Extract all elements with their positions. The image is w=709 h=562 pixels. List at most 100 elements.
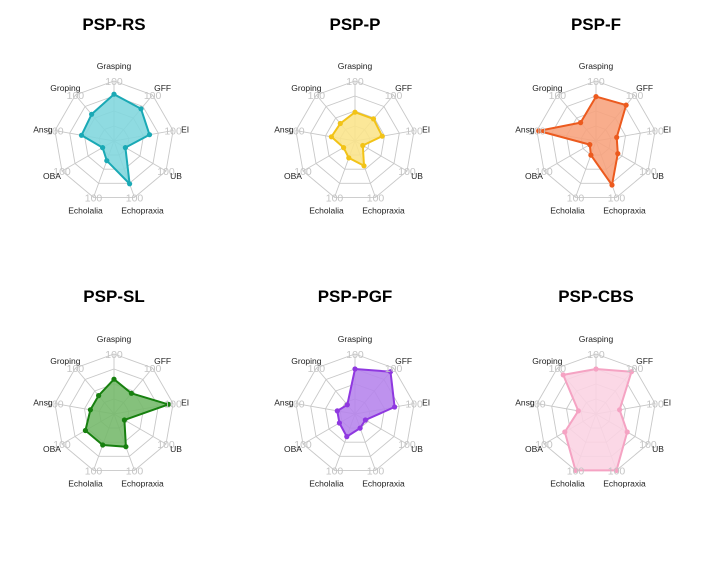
tick-label: 100 (287, 126, 305, 138)
grid-ring (325, 110, 385, 170)
data-point (128, 390, 134, 396)
tick-label: 100 (144, 90, 162, 102)
tick-label: 100 (639, 439, 657, 451)
series-polygon (336, 368, 396, 438)
data-point (609, 182, 615, 188)
data-point (578, 120, 584, 126)
grid-ring (536, 80, 656, 198)
data-point (361, 163, 367, 169)
data-point (111, 91, 117, 97)
grid-ring (295, 80, 415, 198)
data-point (352, 109, 358, 115)
axis-label: OBA (43, 171, 61, 181)
axis-label: GFF (154, 356, 171, 366)
axis-label: Ansg (274, 398, 294, 408)
axis-label: GFF (154, 83, 171, 93)
data-point (121, 417, 127, 423)
axis-label: Ansg (33, 398, 53, 408)
axis-label: Grasping (97, 334, 132, 344)
axis-label: Echopraxia (362, 478, 405, 488)
tick-label: 100 (67, 363, 85, 375)
tick-label: 100 (646, 399, 664, 411)
axis-label: UB (170, 171, 182, 181)
axis-label: OBA (284, 444, 302, 454)
tick-label: 100 (549, 90, 567, 102)
data-point (357, 425, 363, 431)
data-point (572, 467, 579, 473)
data-point (104, 158, 110, 164)
data-point (560, 372, 566, 378)
axis-label: Grasping (97, 61, 132, 71)
tick-label: 100 (308, 90, 326, 102)
tick-label: 100 (126, 465, 144, 477)
tick-label: 100 (287, 399, 305, 411)
tick-label: 100 (385, 363, 403, 375)
radar-panel-psp-p: PSP-P 100 100 100 100 100 100 100 100 100 Grasping… (274, 15, 430, 215)
tick-label: 100 (608, 192, 626, 204)
data-point (575, 408, 581, 414)
axis-label: Echolalia (309, 478, 344, 488)
data-point (346, 155, 352, 161)
series-polygon (562, 368, 633, 472)
tick-label: 100 (164, 126, 182, 138)
data-point (122, 145, 128, 151)
grid-ring (69, 95, 159, 184)
tick-label: 100 (157, 439, 175, 451)
grid-ring (551, 95, 641, 184)
tick-label: 100 (367, 465, 385, 477)
axis-label: Echolalia (550, 478, 585, 488)
data-point (146, 132, 153, 138)
tick-label: 100 (53, 166, 71, 178)
data-point (624, 429, 630, 435)
data-point (387, 369, 394, 375)
axis-label: OBA (525, 171, 543, 181)
tick-label: 100 (164, 399, 182, 411)
tick-label: 100 (639, 166, 657, 178)
axis-label: GFF (636, 356, 653, 366)
data-point (78, 132, 85, 138)
axis-label: Ansg (515, 398, 535, 408)
radar-panel-psp-rs: PSP-RS 100 100 100 100 100 100 100 100 100 Graspin… (33, 15, 189, 215)
tick-label: 100 (385, 90, 403, 102)
data-point (562, 429, 568, 435)
data-point (362, 417, 368, 423)
axis-label: OBA (525, 444, 543, 454)
radar-panel-psp-sl: PSP-SL 100 100 100 100 100 100 100 100 100 Graspin… (33, 287, 189, 488)
panel-title: PSP-CBS (558, 287, 634, 306)
data-point (623, 102, 629, 108)
tick-label: 100 (646, 126, 664, 138)
axis-label: Groping (50, 356, 81, 366)
tick-label: 100 (46, 399, 64, 411)
tick-label: 100 (157, 166, 175, 178)
axis-label: UB (411, 444, 423, 454)
axis-label: OBA (284, 171, 302, 181)
tick-label: 100 (326, 465, 344, 477)
tick-label: 100 (587, 349, 605, 361)
tick-label: 100 (535, 439, 553, 451)
data-point (337, 120, 343, 127)
tick-label: 100 (326, 192, 344, 204)
data-point (336, 420, 342, 426)
tick-label: 100 (144, 363, 162, 375)
axis-label: Grasping (579, 61, 614, 71)
data-point (593, 94, 599, 100)
data-point (127, 181, 133, 187)
axis-label: UB (652, 171, 664, 181)
series-polygon (80, 93, 151, 185)
data-point (100, 145, 106, 151)
axis-label: Ansg (33, 125, 53, 135)
axis-label: EI (663, 398, 671, 408)
axis-label: Echolalia (309, 205, 344, 215)
data-point (360, 142, 366, 149)
data-point (344, 434, 350, 440)
tick-label: 100 (67, 90, 85, 102)
grid-ring (295, 353, 415, 471)
data-point (588, 152, 594, 158)
tick-label: 100 (626, 90, 644, 102)
axis-label: Groping (291, 356, 322, 366)
axis-label: Groping (50, 83, 81, 93)
axis-label: Grasping (338, 334, 373, 344)
tick-label: 100 (405, 399, 423, 411)
